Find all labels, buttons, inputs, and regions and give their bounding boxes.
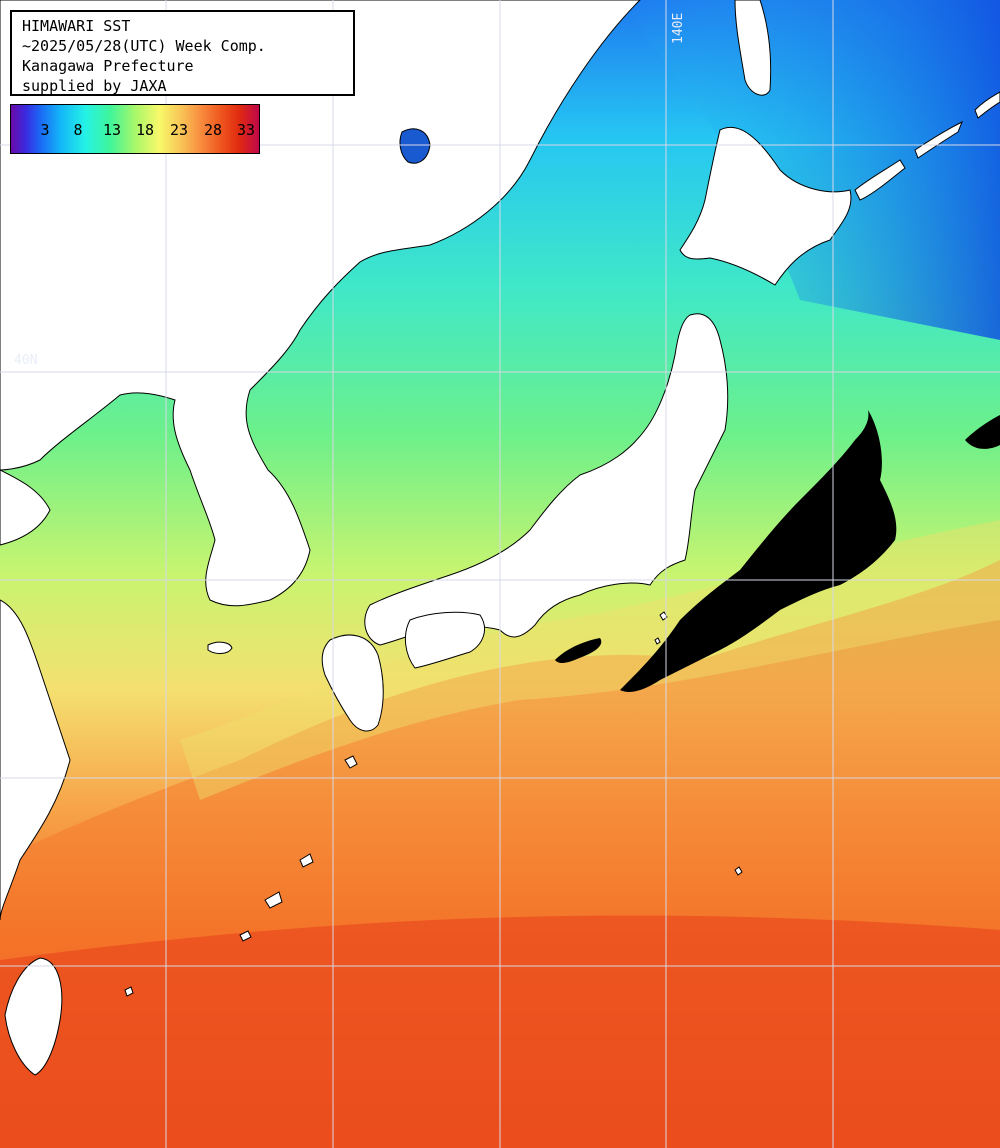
legend-tick: 18 [135,121,155,139]
latitude-label: 40N [14,353,38,368]
map-title-box: HIMAWARI SST ~2025/05/28(UTC) Week Comp.… [10,10,355,96]
longitude-label: 140E [671,12,686,44]
taiwan [4,957,63,1076]
title-line-4: supplied by JAXA [22,77,167,95]
title-line-1: HIMAWARI SST [22,17,131,35]
ryukyu-islands [124,755,358,997]
title-line-3: Kanagawa Prefecture [22,57,194,75]
cloud-mask-east [965,415,1000,449]
legend-tick: 28 [203,121,223,139]
sea-of-japan-island [399,128,431,164]
legend-tick: 13 [102,121,122,139]
legend-tick: 8 [73,121,83,139]
legend-tick: 3 [40,121,50,139]
izu-islands [654,611,743,876]
hokkaido [679,126,852,286]
shikoku [404,611,485,669]
temperature-color-scale: 3 8 13 18 23 28 33 [10,104,260,154]
title-line-2: ~2025/05/28(UTC) Week Comp. [22,37,266,55]
kuril-islands [854,91,1000,201]
legend-tick: 33 [236,121,256,139]
jeju-island [207,641,233,654]
sakhalin [734,0,772,96]
kyushu [321,634,384,732]
china-coast [0,469,71,921]
cloud-mask-small [555,638,602,664]
cloud-mask [620,410,897,692]
cold-water-northeast [620,0,1000,340]
legend-tick: 23 [169,121,189,139]
